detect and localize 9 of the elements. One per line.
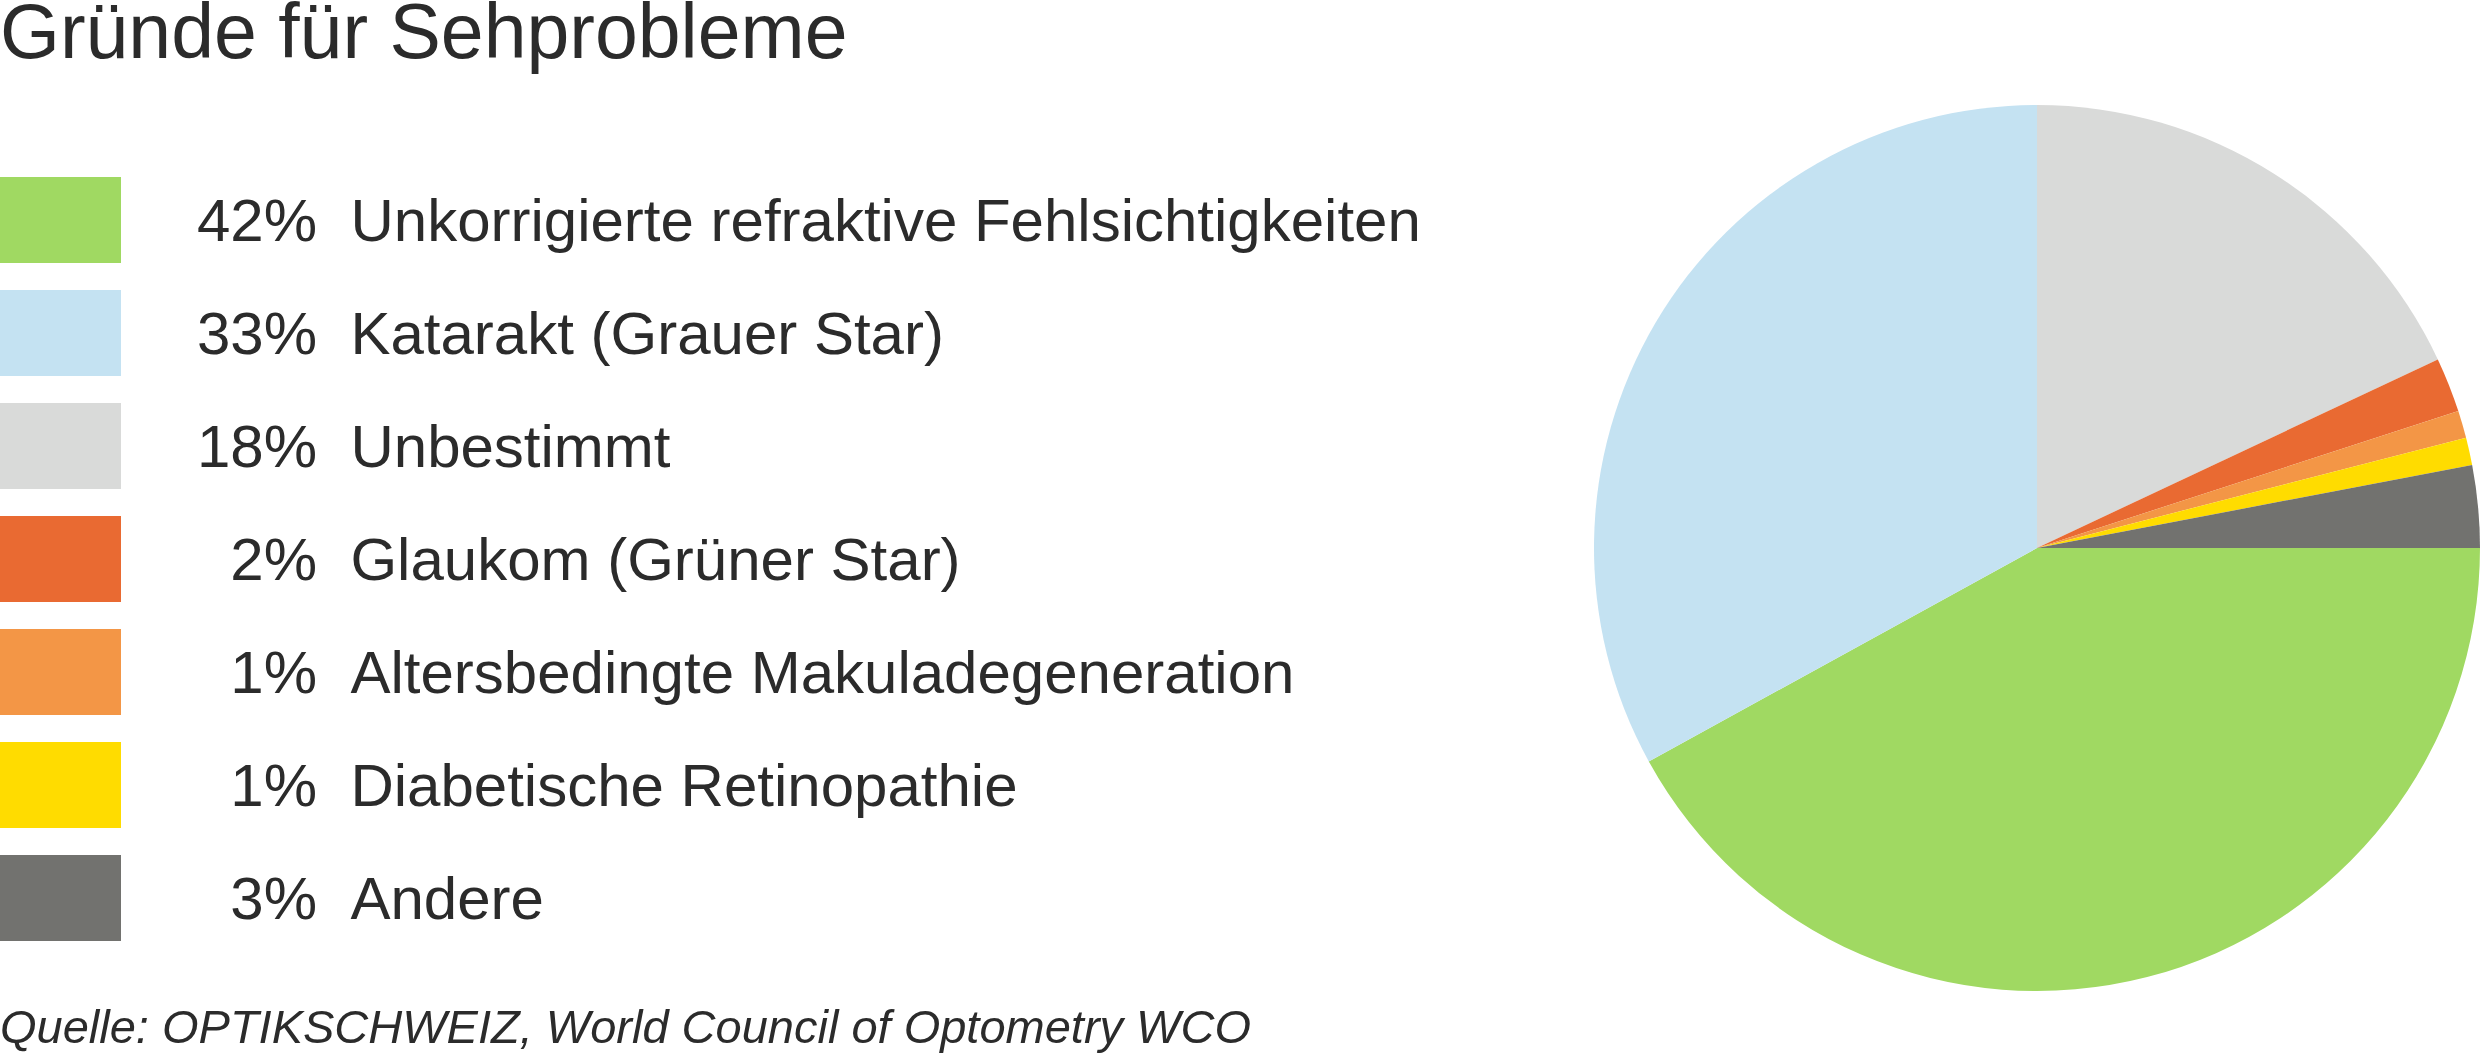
legend-label: 1% Diabetische Retinopathie xyxy=(197,751,1018,819)
legend-label: 18% Unbestimmt xyxy=(197,412,671,480)
legend-label: 33% Katarakt (Grauer Star) xyxy=(197,299,944,367)
source-note: Quelle: OPTIKSCHWEIZ, World Council of Optometry WCO xyxy=(0,1000,1251,1053)
chart-title: Gründe für Sehprobleme xyxy=(0,0,848,74)
legend-label: 1% Altersbedingte Makuladegeneration xyxy=(197,638,1295,706)
legend-label: 2% Glaukom (Grüner Star) xyxy=(197,525,961,593)
legend-label: 42% Unkorrigierte refraktive Fehlsichtigkeiten xyxy=(197,186,1421,254)
legend-label: 3% Andere xyxy=(197,864,544,932)
